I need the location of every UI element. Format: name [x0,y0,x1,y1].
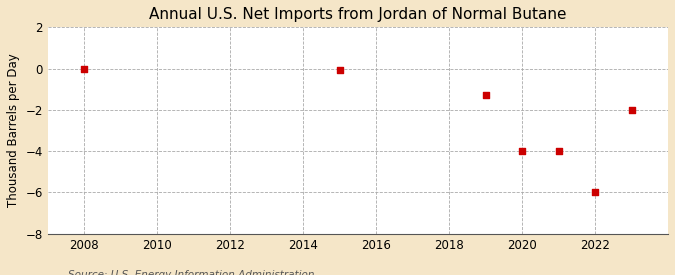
Point [516,149,527,153]
Y-axis label: Thousand Barrels per Day: Thousand Barrels per Day [7,54,20,207]
Point [554,149,564,153]
Point [79,66,90,71]
Title: Annual U.S. Net Imports from Jordan of Normal Butane: Annual U.S. Net Imports from Jordan of N… [149,7,566,22]
Point [334,67,345,72]
Point [480,93,491,98]
Point [590,190,601,195]
Point [626,108,637,112]
Text: Source: U.S. Energy Information Administration: Source: U.S. Energy Information Administ… [68,271,314,275]
